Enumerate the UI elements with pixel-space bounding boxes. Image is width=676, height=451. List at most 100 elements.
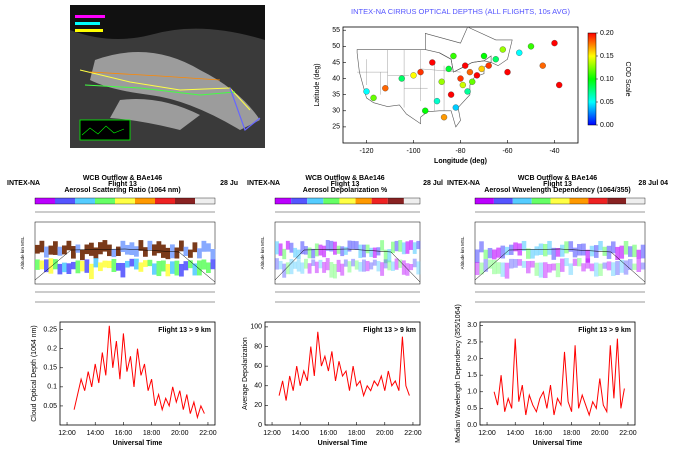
- curtain-cell: [372, 247, 377, 258]
- panel-subtitle: Flight 13: [543, 181, 572, 188]
- curtain-cell: [475, 249, 480, 263]
- y-tick-label: 0.05: [43, 403, 57, 410]
- curtain-cell: [179, 263, 184, 277]
- data-line: [278, 331, 410, 401]
- x-axis-label: Universal Time: [113, 440, 163, 447]
- panel-colorbar: [493, 198, 513, 204]
- curtain-cell: [581, 263, 586, 272]
- x-tick-label: 12:00: [478, 430, 496, 437]
- curtain-cell: [380, 240, 385, 251]
- curtain-cell: [188, 249, 193, 258]
- x-tick-label: 22:00: [199, 430, 217, 437]
- panel-right-label: 28 Jul: [423, 180, 443, 187]
- y-tick-label: 35: [332, 92, 340, 99]
- y-axis-label: Median Wavelength Dependency (355/1064): [455, 304, 462, 443]
- x-tick-label: -60: [502, 148, 512, 155]
- curtain-cell: [304, 246, 308, 255]
- curtain-cell: [93, 258, 99, 268]
- curtain-cell: [504, 246, 510, 256]
- panel-variable: Aerosol Wavelength Dependency (1064/355): [484, 187, 630, 194]
- curtain-cell: [500, 262, 506, 277]
- y-tick-label: 40: [332, 75, 340, 82]
- curtain-cell: [358, 262, 363, 272]
- curtain-cell: [161, 260, 166, 272]
- curtain-cell: [492, 249, 497, 260]
- curtain-cell: [107, 260, 112, 269]
- curtain-cell: [351, 258, 356, 267]
- y-tick-label: 20: [254, 402, 262, 409]
- curtain-cell: [307, 263, 312, 274]
- curtain-cell: [93, 247, 99, 259]
- curtain-cell: [170, 261, 175, 274]
- panel-right-label: 28 Ju: [220, 180, 238, 187]
- panel-left-label: INTEX-NA: [447, 180, 480, 187]
- panel-colorbar: [55, 198, 75, 204]
- panel-ylabel: Altitude km MSL: [460, 236, 465, 269]
- curtain-cell: [278, 243, 283, 256]
- state-border: [420, 68, 461, 73]
- curtain-cell: [307, 247, 312, 259]
- curtain-cell: [543, 243, 548, 257]
- curtain-cell: [391, 241, 395, 254]
- curtain-cell: [594, 245, 599, 258]
- curtain-cell: [589, 263, 595, 272]
- curtain-cell: [500, 245, 506, 259]
- data-point: [527, 43, 535, 50]
- curtain-cell: [89, 242, 94, 256]
- panel-colorbar: [607, 198, 627, 204]
- curtain-cell: [333, 263, 337, 279]
- y-tick-label: 0.0: [467, 422, 477, 429]
- data-point: [382, 85, 389, 92]
- curtain-cell: [206, 243, 211, 252]
- data-point: [447, 91, 455, 98]
- panel-subtitle: Flight 13: [108, 181, 137, 188]
- data-point: [398, 75, 405, 82]
- curtain-cell: [152, 244, 157, 256]
- curtain-cell: [526, 261, 531, 274]
- curtain-cell: [387, 249, 392, 263]
- data-point: [433, 97, 441, 105]
- x-tick-label: 16:00: [320, 430, 338, 437]
- curtain-cell: [57, 263, 63, 275]
- x-tick-label: 22:00: [404, 430, 422, 437]
- curtain-cell: [192, 242, 198, 253]
- curtain-cell: [365, 244, 370, 254]
- curtain-cell: [347, 240, 352, 252]
- curtain-cell: [275, 241, 279, 255]
- panel-colorbar: [75, 198, 95, 204]
- curtain-cell: [611, 262, 616, 276]
- curtain-cell: [416, 240, 421, 250]
- curtain-cell: [304, 258, 308, 269]
- curtain-cell: [111, 248, 117, 258]
- curtain-cell: [134, 246, 139, 257]
- curtain-cell: [401, 260, 406, 275]
- curtain-cell: [322, 261, 327, 273]
- curtain-cell: [71, 246, 76, 259]
- curtain-cell: [551, 247, 557, 260]
- y-tick-label: 25: [332, 124, 340, 131]
- curtain-cell: [278, 260, 283, 270]
- curtain-cell: [44, 259, 49, 273]
- panel-colorbar: [475, 198, 494, 204]
- panel-colorbar: [95, 198, 115, 204]
- colorbar-tick-label: 0.05: [600, 99, 614, 106]
- curtain-cell: [577, 243, 582, 256]
- curtain-cell: [138, 240, 144, 251]
- x-tick-label: -80: [455, 148, 465, 155]
- curtain-cell: [555, 247, 561, 257]
- data-point: [480, 52, 488, 60]
- curtain-cell: [165, 247, 171, 260]
- panel-colorbar: [569, 198, 589, 204]
- curtain-cell: [602, 246, 608, 256]
- curtain-cell: [394, 240, 399, 252]
- panel-colorbar: [550, 198, 570, 204]
- x-tick-label: 12:00: [263, 430, 281, 437]
- panel-colorbar: [512, 198, 532, 204]
- y-axis-label: Cloud Optical Depth (1064 nm): [31, 325, 38, 422]
- curtain-cell: [354, 260, 359, 270]
- curtain-cell: [84, 244, 90, 255]
- curtain-cell: [71, 261, 76, 270]
- panel-colorbar: [355, 198, 372, 204]
- curtain-cell: [289, 242, 294, 253]
- data-point: [499, 46, 506, 53]
